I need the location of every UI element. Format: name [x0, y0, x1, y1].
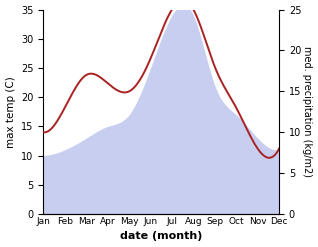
Y-axis label: med. precipitation (kg/m2): med. precipitation (kg/m2) — [302, 46, 313, 177]
X-axis label: date (month): date (month) — [120, 231, 203, 242]
Y-axis label: max temp (C): max temp (C) — [5, 76, 16, 148]
